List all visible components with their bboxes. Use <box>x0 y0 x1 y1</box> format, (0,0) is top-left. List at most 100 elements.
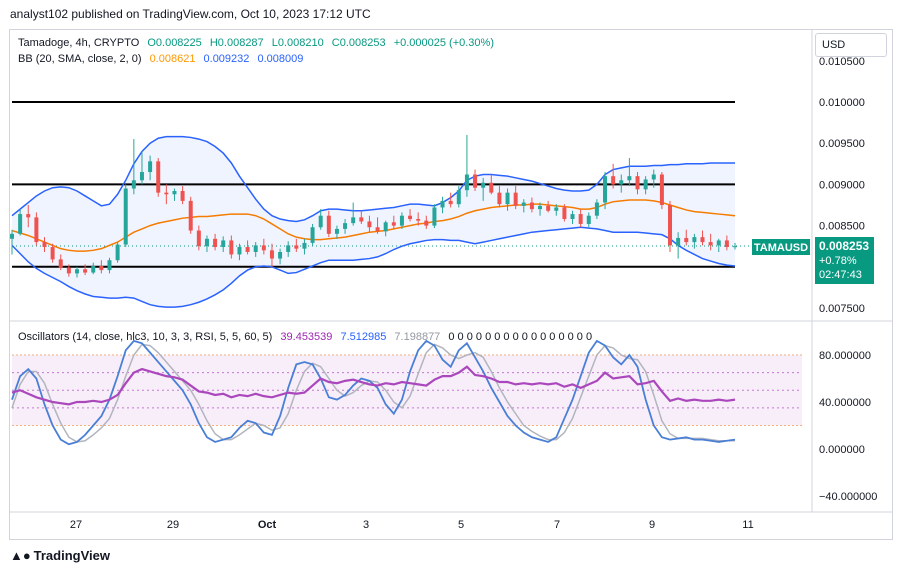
candle-body <box>74 269 79 274</box>
candle-body <box>245 247 250 252</box>
time-tick-label: 7 <box>554 519 560 531</box>
candle-body <box>432 207 437 226</box>
bb-lower-line <box>11 226 736 308</box>
candle-body <box>164 192 169 195</box>
chart-frame <box>9 29 893 540</box>
candle-body <box>676 237 681 246</box>
bb-legend-basis: 0.008621 <box>149 53 196 65</box>
candle-body <box>302 242 307 249</box>
candle-body <box>554 207 559 211</box>
candle-body <box>375 227 380 232</box>
candle-body <box>115 244 120 261</box>
candle-body <box>424 220 429 226</box>
time-tick-label: 11 <box>742 519 753 531</box>
candle-body <box>99 265 104 271</box>
candle-body <box>196 230 201 247</box>
bb-basis-line <box>11 199 736 252</box>
bb-legend: BB (20, SMA, close, 2, 0) 0.008621 0.009… <box>18 53 308 65</box>
candle-body <box>456 190 461 205</box>
candle-body <box>578 214 583 224</box>
candle-body <box>278 251 283 259</box>
candle-body <box>107 260 112 271</box>
candle-body <box>399 215 404 226</box>
candle-body <box>603 176 608 203</box>
price-tick-label: 0.010000 <box>819 97 865 109</box>
candle-body <box>416 219 421 221</box>
candle-body <box>148 161 153 173</box>
currency-button[interactable]: USD <box>815 33 887 57</box>
price-tick-label: 0.010500 <box>819 56 865 68</box>
candle-body <box>716 240 721 246</box>
candle-body <box>700 237 705 243</box>
candle-body <box>594 202 599 216</box>
price-tick-label: 0.009000 <box>819 179 865 191</box>
candle-body <box>538 205 543 210</box>
candle-body <box>26 214 31 218</box>
osc-legend-d: 7.198877 <box>394 331 441 343</box>
main-legend: Tamadoge, 4h, CRYPTO O0.008225 H0.008287… <box>18 37 499 49</box>
osc-tick-label: 80.000000 <box>819 350 871 362</box>
candle-body <box>546 205 551 211</box>
candle-body <box>464 174 469 191</box>
time-tick-label: 9 <box>649 519 655 531</box>
candle-body <box>473 174 478 188</box>
osc-tick-label: 0.000000 <box>819 444 865 456</box>
candle-body <box>253 245 258 252</box>
candle-body <box>131 180 136 189</box>
bb-legend-lower: 0.008009 <box>257 53 304 65</box>
stoch-d-line <box>11 343 735 443</box>
candle-body <box>448 200 453 205</box>
candle-body <box>391 222 396 226</box>
candle-body <box>156 161 161 193</box>
osc-tick-label: −40.000000 <box>819 491 877 503</box>
candle-body <box>237 247 242 255</box>
candle-body <box>139 172 144 181</box>
candle-body <box>635 176 640 190</box>
candle-body <box>659 174 664 205</box>
candle-body <box>261 245 266 251</box>
candle-body <box>668 205 673 246</box>
candle-body <box>505 192 510 205</box>
candle-body <box>123 188 128 245</box>
candle-body <box>34 217 39 243</box>
candle-body <box>521 202 526 206</box>
bb-legend-title: BB (20, SMA, close, 2, 0) <box>18 53 142 65</box>
legend-symbol: Tamadoge, 4h, CRYPTO <box>18 37 140 49</box>
candle-body <box>619 180 624 185</box>
rsi-line <box>11 365 736 406</box>
candle-body <box>562 207 567 220</box>
osc-legend-k: 7.512985 <box>340 331 387 343</box>
badge-price: 0.008253 <box>819 239 869 253</box>
candle-body <box>570 214 575 220</box>
bb-upper-line <box>11 135 735 223</box>
candle-body <box>692 237 697 243</box>
candle-body <box>440 200 445 208</box>
candle-body <box>221 240 226 248</box>
candle-body <box>513 192 518 206</box>
bb-fill-area <box>12 136 735 308</box>
candle-body <box>733 246 737 248</box>
time-tick-label: 29 <box>167 519 179 531</box>
bb-legend-upper: 0.009232 <box>203 53 250 65</box>
candle-body <box>310 227 315 243</box>
legend-change: +0.000025 (+0.30%) <box>393 37 494 49</box>
candle-body <box>684 237 689 243</box>
legend-low: L0.008210 <box>271 37 324 49</box>
candle-body <box>497 192 502 205</box>
candle-body <box>408 215 413 220</box>
candle-body <box>58 259 63 268</box>
candle-body <box>611 176 616 185</box>
candle-body <box>318 215 323 228</box>
candle-body <box>481 182 486 188</box>
candle-body <box>188 200 193 231</box>
tradingview-footer[interactable]: ▲● TradingView <box>10 548 110 563</box>
candle-body <box>383 222 388 232</box>
price-badge: TAMAUSD 0.008253 +0.78% 02:47:43 <box>752 237 874 284</box>
osc-legend: Oscillators (14, close, hlc3, 10, 3, 3, … <box>18 331 597 343</box>
candle-body <box>286 245 291 252</box>
badge-countdown: 02:47:43 <box>819 269 862 281</box>
candle-body <box>627 176 632 181</box>
candle-body <box>213 238 218 248</box>
candle-body <box>294 245 299 249</box>
